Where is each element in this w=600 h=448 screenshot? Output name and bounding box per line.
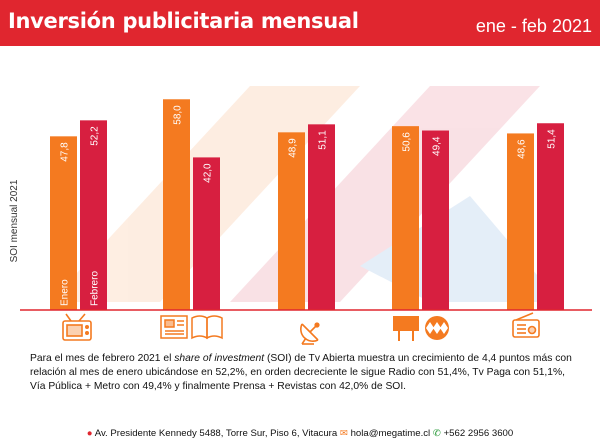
bar-enero-2 [163, 99, 190, 310]
value-label-febrero-5: 51,4 [547, 129, 558, 149]
value-label-enero-4: 50,6 [402, 132, 413, 152]
bar-chart: 47,8 Enero 52,2 Febrero 58,0 42,0 48,9 51,1 50,6… [9, 86, 592, 345]
y-axis-label: SOI mensual 2021 [9, 179, 20, 262]
value-label-febrero-3: 51,1 [318, 130, 329, 150]
billboard-metro-icon [393, 316, 449, 341]
bar-enero-3 [278, 132, 305, 310]
page-title: Inversión publicitaria mensual [8, 9, 359, 33]
footer-phone[interactable]: +562 2956 3600 [443, 428, 514, 439]
value-label-enero-5: 48,6 [517, 139, 528, 159]
series-label-febrero: Febrero [90, 271, 101, 306]
location-pin-icon: ● [86, 428, 93, 439]
phone-icon: ✆ [432, 428, 441, 439]
tv-icon [62, 313, 92, 341]
newspaper-magazine-icon [160, 315, 223, 340]
value-label-febrero-4: 49,4 [432, 136, 443, 156]
bar-enero-4 [392, 126, 419, 310]
radio-icon [512, 312, 540, 338]
bar-enero-1 [50, 136, 77, 310]
bar-febrero-2 [193, 157, 220, 310]
term-soi: share of investment [174, 353, 265, 364]
period-label: ene - feb 2021 [475, 16, 592, 36]
bars-layer: 47,8 Enero 52,2 Febrero 58,0 42,0 48,9 51,1 50,6… [50, 99, 564, 310]
footer-email[interactable]: hola@megatime.cl [350, 428, 431, 439]
value-label-enero-2: 58,0 [173, 105, 184, 125]
bar-febrero-1 [80, 120, 107, 310]
bar-febrero-4 [422, 130, 449, 310]
value-label-febrero-1: 52,2 [90, 126, 101, 146]
description-text: Para el mes de febrero 2021 el share of … [30, 353, 572, 392]
footer: ● Av. Presidente Kennedy 5488, Torre Sur… [0, 428, 600, 439]
header-bar: Inversión publicitaria mensual ene - feb… [0, 0, 600, 46]
value-label-febrero-2: 42,0 [203, 163, 214, 183]
bar-enero-5 [507, 133, 534, 310]
satellite-dish-icon [300, 322, 320, 345]
bar-febrero-5 [537, 123, 564, 310]
value-label-enero-1: 47,8 [60, 142, 71, 162]
value-label-enero-3: 48,9 [288, 138, 299, 158]
footer-address: Av. Presidente Kennedy 5488, Torre Sur, … [94, 428, 338, 439]
email-icon: ✉ [339, 428, 348, 439]
bar-febrero-3 [308, 124, 335, 310]
series-label-enero: Enero [60, 279, 71, 306]
